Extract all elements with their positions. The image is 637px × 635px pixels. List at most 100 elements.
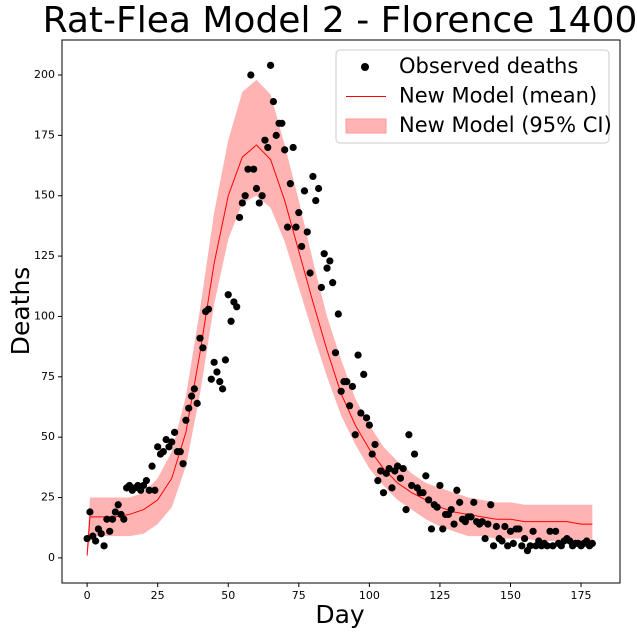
data-point: [182, 416, 190, 424]
data-point: [348, 382, 357, 391]
data-point: [213, 368, 221, 376]
data-point: [518, 542, 526, 550]
data-point: [286, 180, 294, 188]
data-point: [377, 467, 385, 475]
data-point: [111, 508, 119, 516]
data-point: [235, 213, 244, 222]
data-point: [546, 527, 554, 535]
data-point: [314, 184, 323, 193]
y-axis-label: Deaths: [6, 267, 35, 356]
chart-title: Rat-Flea Model 2 - Florence 1400: [43, 0, 637, 41]
data-point: [456, 498, 464, 506]
data-point: [337, 387, 345, 395]
data-point: [176, 448, 184, 456]
data-point: [283, 223, 292, 231]
y-tick-label: 75: [41, 370, 55, 383]
data-point: [103, 515, 111, 523]
data-point: [97, 530, 105, 538]
data-point: [433, 503, 441, 511]
data-point: [515, 525, 523, 533]
data-point: [255, 199, 263, 207]
data-point: [250, 165, 258, 173]
data-point: [154, 443, 162, 451]
data-point: [238, 199, 246, 207]
data-point: [252, 184, 261, 193]
data-point: [199, 344, 207, 352]
data-point: [86, 508, 94, 516]
data-point: [145, 486, 153, 494]
data-point: [159, 448, 167, 456]
data-point: [207, 375, 215, 383]
y-tick-label: 125: [34, 249, 55, 262]
data-point: [320, 250, 328, 258]
legend-marker: [361, 63, 369, 71]
data-point: [281, 146, 289, 154]
data-point: [501, 522, 509, 531]
data-point: [478, 518, 486, 526]
data-point: [323, 264, 331, 272]
data-point: [272, 131, 280, 139]
data-point: [436, 481, 444, 490]
data-point: [187, 392, 196, 400]
data-point: [269, 97, 278, 106]
data-point: [216, 378, 224, 386]
data-point: [210, 358, 218, 366]
data-point: [224, 291, 232, 299]
data-point: [439, 525, 447, 533]
data-point: [365, 421, 373, 429]
x-tick-label: 125: [429, 589, 450, 602]
data-point: [543, 542, 551, 550]
data-point: [196, 334, 204, 342]
data-point: [292, 223, 300, 231]
data-point: [120, 515, 128, 523]
x-tick-label: 150: [500, 589, 521, 602]
data-point: [388, 484, 396, 492]
data-point: [504, 542, 512, 550]
data-point: [168, 438, 176, 446]
data-point: [329, 279, 337, 287]
plot-frame: [61, 39, 621, 584]
data-point: [334, 310, 342, 318]
legend-label: Observed deaths: [399, 54, 578, 78]
data-point: [357, 409, 365, 417]
data-point: [278, 119, 286, 127]
data-point: [142, 477, 150, 485]
data-point: [331, 349, 340, 357]
data-point: [410, 450, 419, 458]
data-point: [526, 542, 534, 550]
legend-label: New Model (95% CI): [399, 113, 612, 137]
data-point: [492, 522, 500, 531]
data-point: [360, 370, 368, 378]
data-point: [351, 431, 359, 439]
y-tick-label: 25: [41, 491, 55, 504]
data-point: [171, 428, 179, 436]
data-point: [399, 464, 407, 473]
mean-line: [86, 144, 593, 556]
x-tick-label: 175: [571, 589, 592, 602]
data-point: [106, 527, 114, 535]
data-point: [343, 378, 351, 386]
y-tick-label: 0: [48, 551, 55, 564]
data-point: [295, 209, 303, 217]
data-point: [470, 498, 478, 506]
data-point: [244, 165, 252, 173]
data-point: [489, 542, 498, 550]
data-point: [151, 486, 159, 494]
data-point: [218, 385, 227, 393]
y-tick-label: 200: [34, 68, 55, 81]
data-point: [405, 431, 413, 439]
data-point: [185, 404, 193, 412]
y-tick-label: 150: [34, 189, 55, 202]
data-point: [393, 462, 402, 470]
data-point: [306, 269, 314, 277]
x-tick-label: 75: [292, 589, 306, 602]
data-point: [258, 192, 266, 200]
data-point: [509, 539, 517, 548]
data-point: [303, 228, 311, 236]
data-point: [317, 283, 325, 292]
data-point: [467, 513, 475, 521]
data-point: [402, 506, 410, 514]
plot-area: [83, 61, 596, 558]
y-tick-label: 100: [34, 309, 55, 322]
